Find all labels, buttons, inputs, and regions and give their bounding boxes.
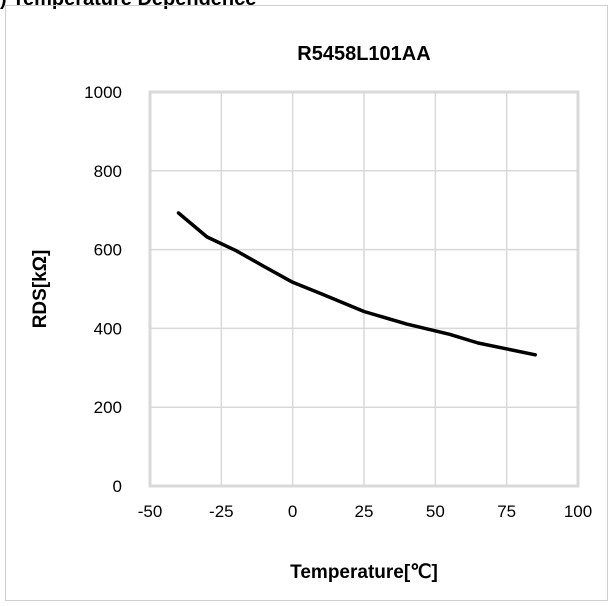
y-tick-label: 800: [94, 162, 122, 181]
x-tick-label: 25: [355, 502, 374, 521]
y-tick-label: 1000: [84, 83, 122, 102]
x-tick-label: 50: [426, 502, 445, 521]
y-axis-label: RDS[kΩ]: [30, 250, 51, 329]
plot-area-border: [148, 90, 580, 488]
y-tick-label: 400: [94, 319, 122, 338]
gridlines: [149, 91, 579, 487]
series-line: [176, 211, 537, 357]
y-tick-label: 0: [113, 477, 122, 496]
x-tick-labels: -50 -25 0 25 50 75 100: [138, 502, 592, 521]
x-tick-label: -25: [209, 502, 234, 521]
x-tick-label: 75: [497, 502, 516, 521]
x-axis-label: Temperature[℃]: [290, 562, 438, 583]
y-tick-label: 200: [94, 398, 122, 417]
y-tick-label: 600: [94, 241, 122, 260]
y-tick-labels: 0 200 400 600 800 1000: [84, 83, 122, 496]
chart-title: R5458L101AA: [297, 43, 430, 65]
x-tick-label: 100: [564, 502, 592, 521]
chart-frame: [5, 5, 608, 601]
x-tick-label: 0: [288, 502, 297, 521]
x-tick-label: -50: [138, 502, 163, 521]
